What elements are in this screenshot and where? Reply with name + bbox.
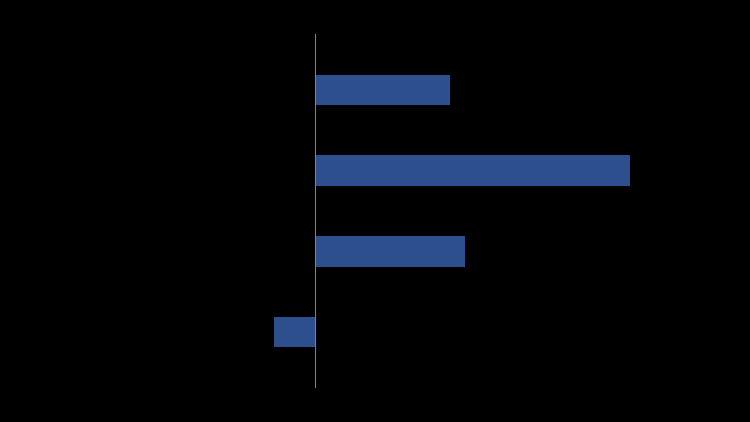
Bar (315, 236, 465, 267)
Bar (315, 75, 450, 106)
Bar (315, 155, 630, 186)
Bar (274, 316, 315, 347)
